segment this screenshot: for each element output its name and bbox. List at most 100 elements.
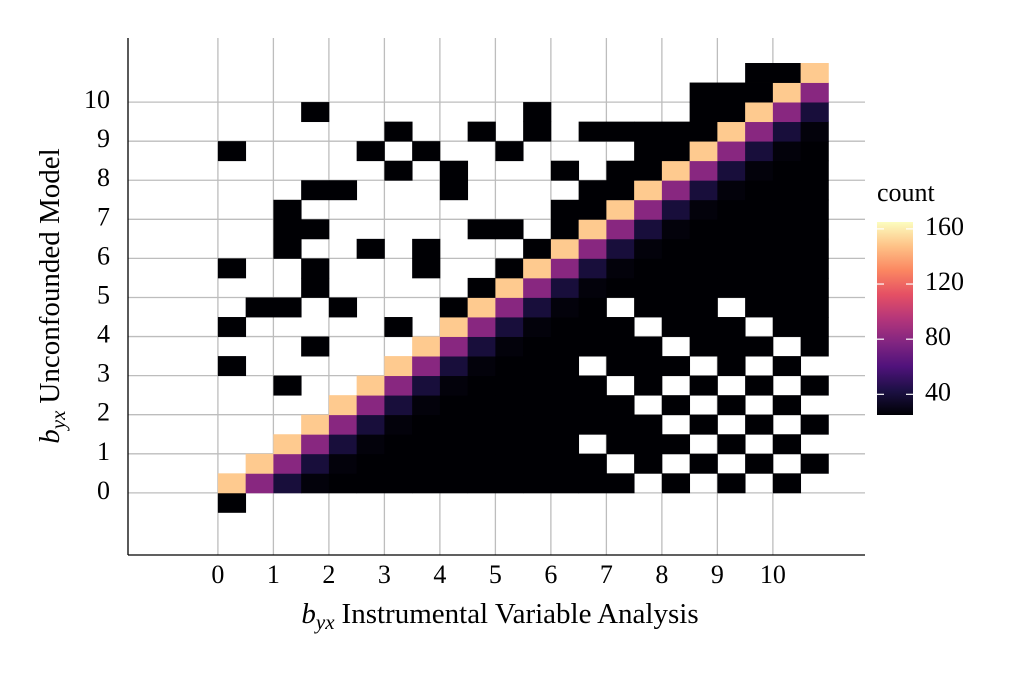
cell: [384, 121, 413, 142]
cell: [717, 317, 746, 337]
cell: [634, 356, 663, 377]
cell: [800, 297, 829, 318]
colorbar-tick-label: 80: [925, 322, 951, 351]
cell: [217, 473, 247, 494]
x-tick-label: 5: [489, 560, 502, 589]
cell: [273, 219, 302, 240]
cell: [634, 297, 663, 318]
cell: [550, 414, 580, 435]
cell: [578, 277, 607, 298]
cell: [689, 258, 718, 279]
cell: [800, 160, 829, 181]
cell: [606, 258, 635, 279]
cell: [550, 317, 580, 337]
cell: [578, 414, 607, 435]
cell: [273, 434, 302, 455]
cell: [772, 219, 802, 240]
cell: [661, 121, 691, 142]
cell: [689, 160, 718, 181]
cell: [717, 473, 746, 494]
cell: [772, 82, 802, 103]
cell: [328, 473, 358, 494]
cell: [523, 317, 552, 337]
cell: [772, 317, 802, 337]
cell: [217, 492, 247, 513]
cell: [745, 121, 774, 142]
cell: [689, 453, 718, 474]
cell: [273, 375, 302, 396]
cell: [689, 82, 718, 103]
cell: [634, 453, 663, 474]
y-tick-label: 0: [97, 476, 110, 505]
cell: [495, 336, 524, 357]
y-tick-label: 8: [97, 163, 110, 192]
cell: [634, 238, 663, 259]
cell: [634, 414, 663, 435]
cell: [439, 453, 469, 474]
cell: [772, 102, 802, 123]
cell: [689, 121, 718, 142]
cell: [550, 297, 580, 318]
y-tick-label: 9: [97, 124, 110, 153]
x-tick-label: 7: [600, 560, 613, 589]
cell: [661, 160, 691, 181]
cell: [467, 121, 496, 142]
cell: [217, 356, 247, 377]
cell: [550, 277, 580, 298]
x-tick-label: 10: [760, 560, 786, 589]
cell: [467, 375, 496, 396]
cell: [412, 336, 441, 357]
cell: [550, 395, 580, 416]
cell: [634, 199, 663, 220]
cell: [661, 395, 691, 416]
cell: [439, 317, 469, 337]
cell: [495, 219, 524, 240]
cell: [606, 434, 635, 455]
cell: [245, 453, 274, 474]
cell: [606, 277, 635, 298]
cell: [661, 258, 691, 279]
cell: [356, 473, 385, 494]
cell: [439, 356, 469, 377]
cell: [578, 317, 607, 337]
cell: [550, 336, 580, 357]
cell: [273, 453, 302, 474]
cell: [800, 317, 829, 337]
y-label-symbol: b: [34, 429, 66, 444]
cell: [800, 63, 829, 83]
cell: [578, 336, 607, 357]
cell: [301, 434, 330, 455]
cell: [745, 160, 774, 181]
cell: [800, 258, 829, 279]
cell: [634, 160, 663, 181]
cell: [301, 414, 330, 435]
y-tick-label: 10: [84, 85, 110, 114]
cell: [578, 180, 607, 201]
cell: [301, 180, 330, 201]
cell: [523, 473, 552, 494]
cell: [550, 473, 580, 494]
cell: [745, 199, 774, 220]
cell: [550, 219, 580, 240]
cell: [745, 414, 774, 435]
cell: [245, 473, 274, 494]
cell: [745, 82, 774, 103]
cell: [439, 395, 469, 416]
cell: [745, 63, 774, 83]
cell: [634, 219, 663, 240]
cell: [689, 102, 718, 123]
cell: [467, 356, 496, 377]
cell: [467, 277, 496, 298]
x-axis-label: byx Instrumental Variable Analysis: [301, 598, 698, 634]
cell: [301, 258, 330, 279]
cell: [717, 434, 746, 455]
cell: [495, 434, 524, 455]
y-tick-label: 2: [97, 398, 110, 427]
cell: [301, 277, 330, 298]
cell: [495, 414, 524, 435]
cell: [273, 238, 302, 259]
cell: [717, 199, 746, 220]
y-tick-label: 6: [97, 241, 110, 270]
cell: [717, 160, 746, 181]
